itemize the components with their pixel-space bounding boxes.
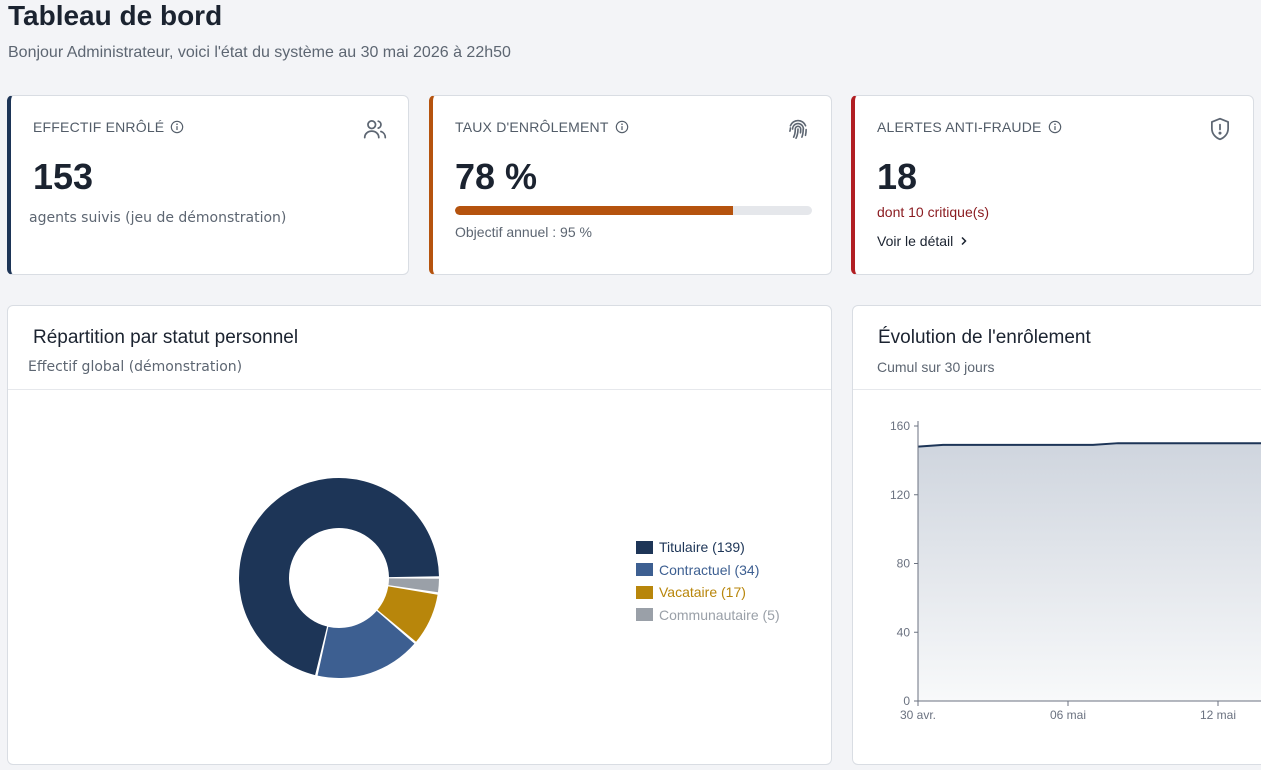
donut-slice-vacataire[interactable] (377, 586, 438, 642)
legend-swatch (636, 608, 653, 622)
panel-header: Répartition par statut personnel Effecti… (8, 306, 831, 390)
panel-title: Répartition par statut personnel (33, 327, 299, 348)
kpi-label-rate-text: TAUX D'ENRÔLEMENT (455, 119, 609, 135)
status-donut-chart (239, 478, 439, 678)
enrolment-progress-bar (455, 206, 812, 215)
panel-header: Évolution de l'enrôlement Cumul sur 30 j… (853, 306, 1261, 390)
info-icon[interactable] (615, 120, 629, 134)
enrolment-evolution-panel: Évolution de l'enrôlement Cumul sur 30 j… (852, 305, 1261, 765)
area-line (917, 442, 1261, 448)
page-subtitle: Bonjour Administrateur, voici l'état du … (8, 44, 511, 61)
chart-legend: Titulaire (139) Contractuel (34) Vacataire… (636, 536, 780, 626)
progress-fill (455, 206, 734, 215)
kpi-card-fraud: ALERTES ANTI-FRAUDE 18 dont 10 critique(… (851, 95, 1254, 275)
legend-item-titulaire[interactable]: Titulaire (139) (636, 536, 780, 559)
donut-slice-communautaire[interactable] (388, 578, 439, 593)
x-tick-label: 06 mai (1050, 708, 1086, 722)
kpi-value-fraud: 18 (877, 156, 918, 197)
fingerprint-icon (789, 119, 807, 140)
legend-item-contractuel[interactable]: Contractuel (34) (636, 559, 780, 582)
kpi-card-rate: TAUX D'ENRÔLEMENT 78 % Objectif annuel :… (429, 95, 832, 275)
users-icon (363, 120, 387, 139)
kpi-label-fraud-text: ALERTES ANTI-FRAUDE (877, 119, 1042, 135)
kpi-card-enrolled: EFFECTIF ENRÔLÉ 153 agents suivis (jeu d… (7, 95, 409, 275)
donut-slice-contractuel[interactable] (317, 610, 415, 678)
x-tick-label: 12 mai (1200, 708, 1236, 722)
info-icon[interactable] (170, 120, 184, 134)
donut-slice-titulaire[interactable] (239, 478, 439, 676)
kpi-value-rate: 78 % (455, 156, 538, 197)
y-tick-label: 160 (890, 419, 910, 433)
panel-subtitle: Effectif global (démonstration) (28, 359, 243, 375)
kpi-label-enrolled-text: EFFECTIF ENRÔLÉ (33, 119, 165, 135)
y-tick-label: 80 (897, 557, 911, 571)
chevron-right-icon (961, 236, 967, 246)
legend-swatch (636, 540, 653, 554)
enrolment-area-chart: 0 40 80 120 160 30 avr. 06 mai 12 mai (890, 419, 1261, 722)
legend-label: Contractuel (34) (659, 561, 760, 578)
y-tick-label: 120 (890, 488, 910, 502)
legend-swatch (636, 563, 653, 577)
x-tick-label: 30 avr. (900, 708, 936, 722)
legend-label: Vacataire (17) (659, 584, 746, 601)
kpi-label-enrolled: EFFECTIF ENRÔLÉ (33, 119, 184, 135)
legend-swatch (636, 585, 653, 599)
area-fill (918, 443, 1261, 701)
view-details-label: Voir le détail (877, 233, 954, 249)
status-distribution-panel: Répartition par statut personnel Effecti… (7, 305, 832, 765)
panel-title: Évolution de l'enrôlement (878, 327, 1091, 348)
legend-item-vacataire[interactable]: Vacataire (17) (636, 581, 780, 604)
kpi-note-enrolled: agents suivis (jeu de démonstration) (29, 210, 287, 226)
page-title: Tableau de bord (8, 0, 223, 31)
shield-alert-icon (1211, 117, 1229, 141)
kpi-value-enrolled: 153 (33, 156, 94, 197)
view-details-link[interactable]: Voir le détail (877, 233, 969, 249)
y-tick-label: 40 (897, 625, 911, 639)
legend-label: Titulaire (139) (659, 539, 745, 556)
kpi-goal-rate: Objectif annuel : 95 % (455, 224, 592, 240)
kpi-label-rate: TAUX D'ENRÔLEMENT (455, 119, 629, 135)
kpi-label-fraud: ALERTES ANTI-FRAUDE (877, 119, 1062, 135)
info-icon[interactable] (1048, 120, 1062, 134)
legend-label: Communautaire (5) (659, 606, 780, 623)
kpi-critical-fraud: dont 10 critique(s) (877, 204, 990, 220)
y-tick-label: 0 (903, 694, 910, 708)
legend-item-communautaire[interactable]: Communautaire (5) (636, 604, 780, 627)
panel-subtitle: Cumul sur 30 jours (877, 359, 995, 375)
